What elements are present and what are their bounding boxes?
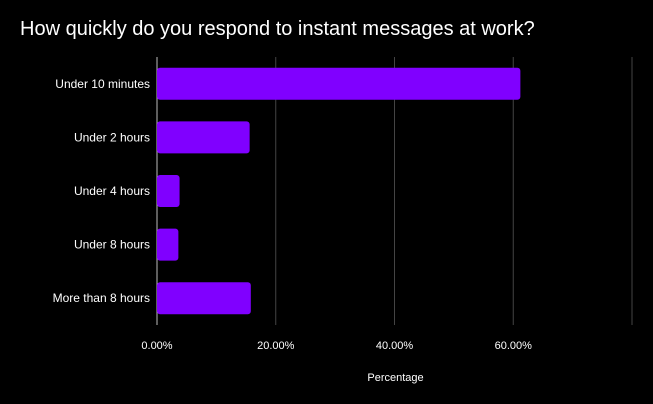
chart-title: How quickly do you respond to instant me… xyxy=(20,18,535,40)
category-label: Under 8 hours xyxy=(74,238,150,252)
category-label: Under 2 hours xyxy=(74,130,150,144)
bar xyxy=(157,175,180,207)
x-tick-label: 0.00% xyxy=(141,340,172,352)
x-tick-label: 40.00% xyxy=(376,340,414,352)
x-tick-labels: 0.00% 20.00% 40.00% 60.00% xyxy=(141,340,532,352)
category-label: Under 10 minutes xyxy=(55,77,150,91)
bars xyxy=(157,67,521,315)
x-axis-title: Percentage xyxy=(367,372,423,384)
bar xyxy=(157,282,251,315)
x-tick-label: 60.00% xyxy=(495,340,533,352)
category-label: More than 8 hours xyxy=(53,291,150,305)
category-labels: Under 10 minutes Under 2 hours Under 4 hou… xyxy=(53,77,150,305)
x-tick-label: 20.00% xyxy=(257,340,295,352)
bar xyxy=(157,228,179,261)
bar xyxy=(157,67,521,100)
bar xyxy=(157,121,250,154)
category-label: Under 4 hours xyxy=(74,184,150,198)
